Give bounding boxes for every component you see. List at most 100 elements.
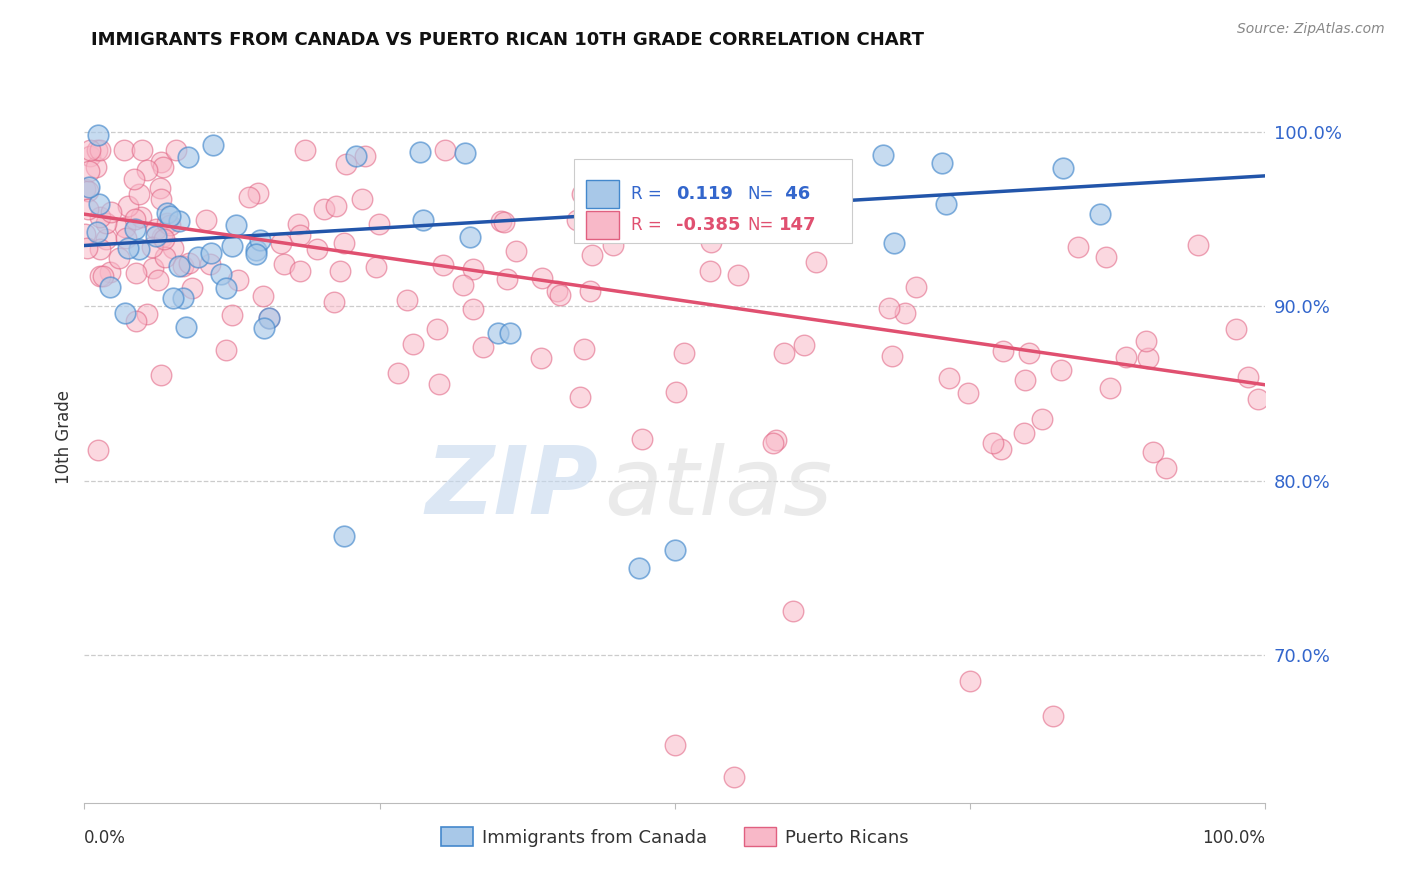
Point bbox=[664, 543, 686, 558]
Point bbox=[209, 267, 232, 281]
Point bbox=[883, 235, 905, 250]
Point bbox=[221, 238, 243, 252]
Point bbox=[200, 245, 222, 260]
Point bbox=[79, 143, 101, 157]
Point bbox=[112, 143, 135, 157]
Point bbox=[879, 301, 901, 316]
Point bbox=[894, 306, 917, 320]
Point bbox=[77, 163, 100, 178]
Point bbox=[1031, 412, 1053, 426]
Point bbox=[87, 128, 110, 142]
Point bbox=[672, 346, 695, 360]
Point bbox=[782, 604, 804, 618]
Point bbox=[181, 281, 204, 295]
Point bbox=[167, 214, 190, 228]
Point bbox=[288, 264, 311, 278]
Point bbox=[153, 231, 176, 245]
Point bbox=[159, 209, 181, 223]
Point bbox=[325, 199, 347, 213]
Point bbox=[114, 306, 136, 320]
Point bbox=[159, 219, 181, 233]
Point bbox=[225, 218, 247, 232]
Point bbox=[122, 172, 145, 186]
Point bbox=[572, 342, 595, 356]
Point bbox=[117, 241, 139, 255]
Point bbox=[1187, 238, 1209, 252]
FancyBboxPatch shape bbox=[586, 180, 620, 208]
Point bbox=[273, 257, 295, 271]
Point bbox=[86, 226, 108, 240]
Point bbox=[530, 271, 553, 285]
Point bbox=[1014, 373, 1036, 387]
Point bbox=[252, 289, 274, 303]
Text: R =: R = bbox=[631, 186, 662, 203]
Point bbox=[91, 269, 114, 284]
FancyBboxPatch shape bbox=[586, 211, 620, 239]
Point bbox=[1088, 207, 1111, 221]
Point bbox=[253, 321, 276, 335]
Point bbox=[107, 251, 129, 265]
Point bbox=[100, 205, 122, 219]
Point bbox=[434, 143, 457, 157]
Point bbox=[494, 215, 516, 229]
Point bbox=[628, 560, 651, 574]
Point bbox=[335, 157, 357, 171]
Point bbox=[128, 187, 150, 202]
Point bbox=[294, 143, 316, 157]
Point bbox=[136, 163, 159, 178]
Point bbox=[333, 529, 356, 543]
Point bbox=[214, 343, 236, 357]
Point bbox=[723, 770, 745, 784]
Point bbox=[931, 156, 953, 170]
Point bbox=[312, 202, 335, 217]
Point bbox=[548, 288, 571, 302]
Point bbox=[412, 213, 434, 227]
Point bbox=[1135, 334, 1157, 349]
Point bbox=[166, 143, 188, 157]
Point bbox=[880, 349, 903, 363]
Point bbox=[87, 196, 110, 211]
Point bbox=[145, 229, 167, 244]
Point bbox=[1154, 460, 1177, 475]
Point bbox=[115, 230, 138, 244]
Point bbox=[86, 161, 108, 175]
Point bbox=[1067, 240, 1090, 254]
Point bbox=[89, 242, 111, 256]
Text: R =: R = bbox=[631, 216, 662, 234]
Point bbox=[957, 386, 980, 401]
Point bbox=[141, 240, 163, 254]
Point bbox=[86, 143, 108, 157]
Text: ZIP: ZIP bbox=[425, 442, 598, 534]
Point bbox=[451, 277, 474, 292]
Point bbox=[76, 184, 98, 198]
Point bbox=[486, 326, 509, 340]
Point bbox=[79, 149, 101, 163]
Point bbox=[322, 294, 344, 309]
Point bbox=[1136, 351, 1159, 365]
Point bbox=[149, 193, 172, 207]
Point bbox=[387, 367, 409, 381]
Point bbox=[124, 266, 146, 280]
Point bbox=[461, 302, 484, 317]
Point bbox=[1014, 426, 1036, 441]
Point bbox=[89, 211, 111, 225]
Point bbox=[905, 279, 928, 293]
Point bbox=[772, 346, 794, 360]
Point bbox=[935, 197, 957, 211]
Point bbox=[270, 236, 292, 251]
Point bbox=[1142, 445, 1164, 459]
Point bbox=[89, 268, 111, 283]
Text: 100.0%: 100.0% bbox=[1202, 829, 1265, 847]
Point bbox=[221, 308, 243, 322]
Point bbox=[98, 280, 121, 294]
Point bbox=[194, 212, 217, 227]
Point bbox=[249, 233, 271, 247]
Point bbox=[472, 340, 495, 354]
Text: 147: 147 bbox=[779, 216, 817, 234]
Point bbox=[114, 219, 136, 234]
Point bbox=[125, 313, 148, 327]
Point bbox=[489, 214, 512, 228]
Point bbox=[571, 187, 593, 202]
Point bbox=[77, 180, 100, 194]
Point bbox=[162, 291, 184, 305]
